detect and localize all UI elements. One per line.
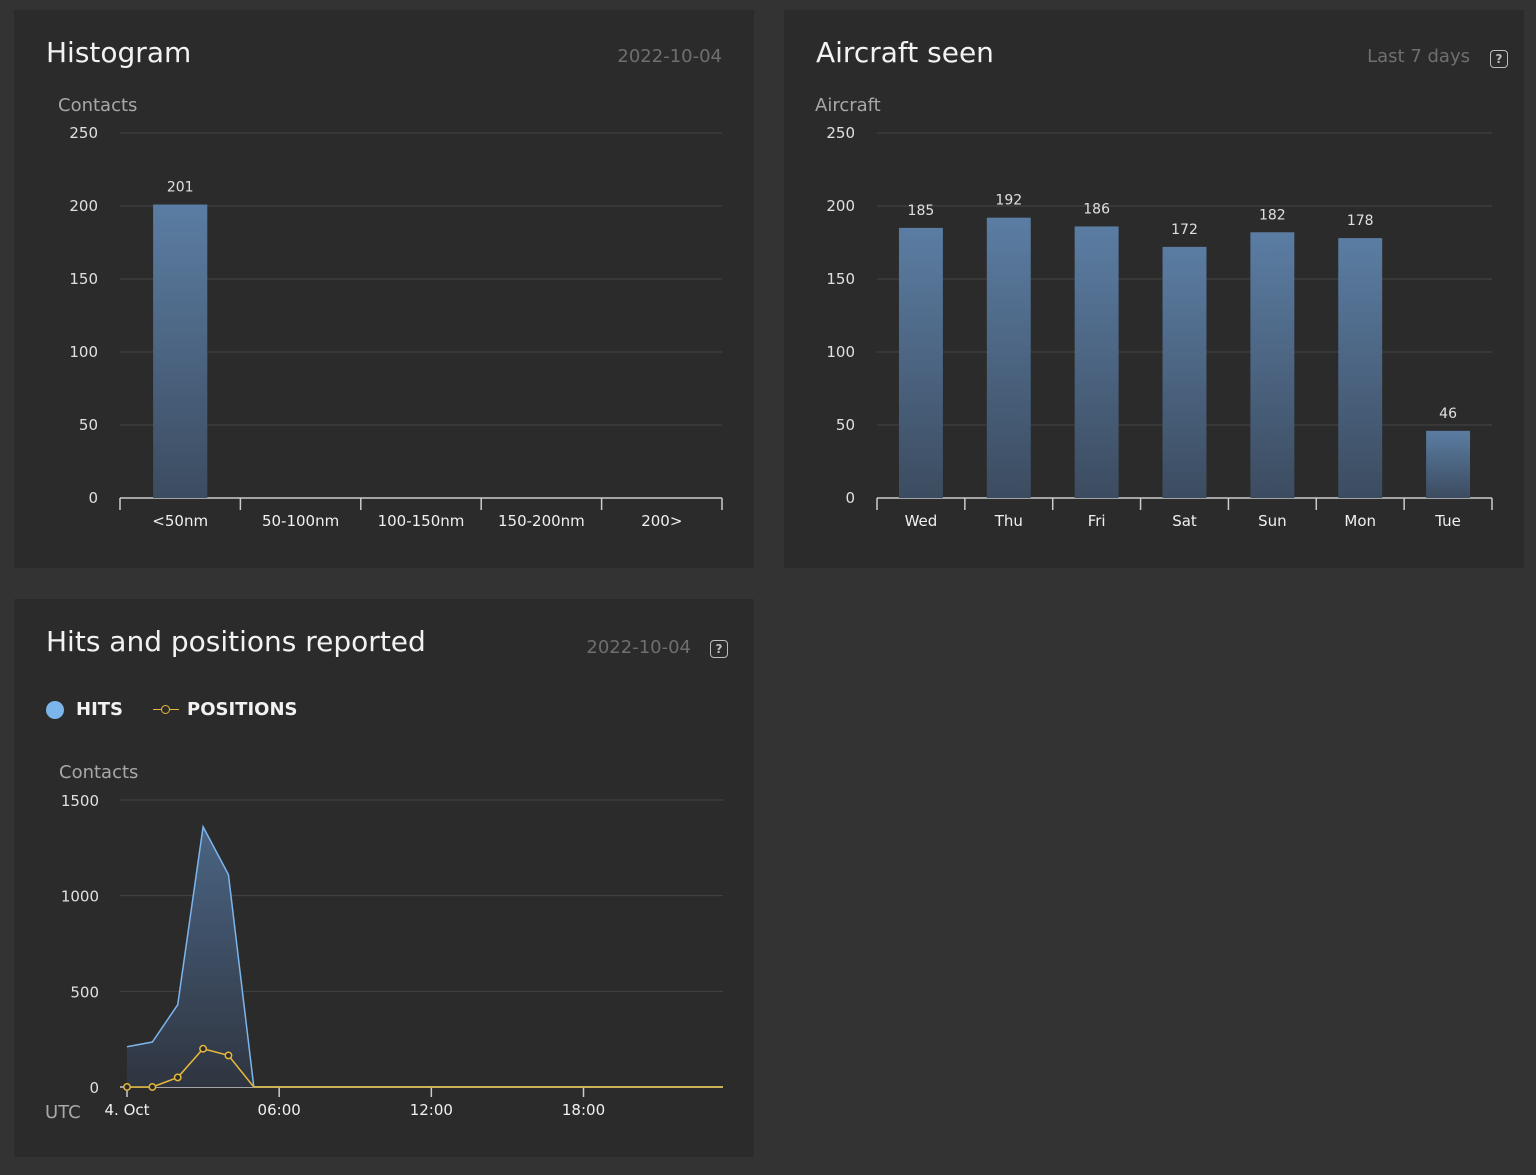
bar	[1426, 430, 1471, 498]
positions-point	[148, 1083, 157, 1091]
y-tick-label: 0	[89, 1079, 99, 1097]
y-tick-label: 0	[845, 489, 855, 507]
bar	[1250, 232, 1295, 498]
y-tick-label: 50	[79, 416, 98, 434]
y-tick-label: 1000	[61, 888, 99, 906]
y-tick-label: 100	[826, 343, 855, 361]
aircraft-seen-panel: Aircraft seen Last 7 days ? Aircraft 0 50 1…	[784, 10, 1524, 568]
bar	[1162, 246, 1207, 498]
data-label: 185	[908, 203, 935, 219]
y-tick-label: 500	[70, 983, 99, 1001]
y-tick-label: 150	[826, 270, 855, 288]
help-icon[interactable]: ?	[1490, 50, 1508, 68]
positions-point	[173, 1073, 182, 1082]
data-label: 201	[167, 180, 194, 196]
x-tick-label: Sat	[1172, 512, 1197, 530]
legend-label-hits: HITS	[76, 699, 124, 720]
data-label: 186	[1083, 201, 1110, 217]
data-label: 192	[995, 193, 1022, 209]
legend-label-positions: POSITIONS	[187, 699, 298, 720]
y-tick-label: 1500	[61, 792, 99, 810]
histogram-panel: Histogram 2022-10-04 Contacts 0 50 100 150 20…	[14, 10, 754, 568]
data-label: 46	[1439, 406, 1457, 422]
x-tick-label: Wed	[905, 512, 938, 530]
hits-positions-title: Hits and positions reported	[46, 625, 426, 658]
y-tick-label: 250	[826, 124, 855, 142]
y-tick-label: 250	[69, 124, 98, 142]
bar	[1338, 238, 1383, 498]
data-label: 172	[1171, 222, 1198, 238]
y-tick-label: 100	[69, 343, 98, 361]
bar	[153, 204, 208, 499]
x-tick-label: 18:00	[562, 1101, 605, 1119]
hits-positions-chart: Contacts 0 500 1000 1500 4. Oct 06:00 12:00 18:0…	[45, 762, 723, 1123]
y-axis-title: Contacts	[58, 95, 137, 116]
x-tick-label: 50-100nm	[262, 512, 339, 530]
y-axis-title: Aircraft	[815, 95, 881, 116]
help-icon[interactable]: ?	[710, 640, 728, 658]
x-tick-label: 06:00	[258, 1101, 301, 1119]
aircraft-seen-title: Aircraft seen	[816, 36, 994, 69]
x-tick-label: 4. Oct	[104, 1101, 149, 1119]
x-tick-label: <50nm	[152, 512, 208, 530]
positions-point	[123, 1083, 131, 1091]
x-tick-label: Mon	[1344, 512, 1376, 530]
x-axis-title: UTC	[45, 1102, 81, 1123]
x-tick-label: Sun	[1258, 512, 1287, 530]
aircraft-range-label: Last 7 days	[1367, 46, 1470, 67]
hits-positions-panel: Hits and positions reported 2022-10-04 ?…	[14, 599, 754, 1157]
y-tick-label: 150	[69, 270, 98, 288]
hits-area	[127, 826, 723, 1087]
histogram-title: Histogram	[46, 36, 192, 69]
legend-item-hits[interactable]: HITS	[46, 699, 123, 720]
y-tick-label: 200	[69, 197, 98, 215]
positions-point	[224, 1051, 233, 1060]
line-marker-icon	[153, 704, 180, 716]
data-label: 178	[1347, 213, 1374, 229]
y-tick-label: 0	[88, 489, 98, 507]
circle-icon	[46, 700, 64, 719]
legend-item-positions[interactable]: POSITIONS	[153, 699, 297, 720]
y-tick-label: 50	[836, 416, 855, 434]
hits-date: 2022-10-04	[586, 637, 691, 658]
bar	[1074, 226, 1119, 498]
histogram-date: 2022-10-04	[617, 46, 722, 67]
x-tick-label: 150-200nm	[498, 512, 585, 530]
chart-legend: HITS POSITIONS	[46, 699, 327, 720]
histogram-chart: Contacts 0 50 100 150 200 250 <50nm 201 50-100nm 1…	[58, 95, 723, 530]
x-tick-label: 100-150nm	[378, 512, 465, 530]
aircraft-seen-chart: Aircraft 0 50 100 150 200 250 Wed 185 Thu 192 Fri 18…	[815, 95, 1493, 530]
x-tick-label: Thu	[994, 512, 1023, 530]
positions-point	[199, 1044, 208, 1053]
x-tick-label: 200>	[641, 512, 682, 530]
y-tick-label: 200	[826, 197, 855, 215]
bar	[986, 217, 1031, 498]
bar	[898, 227, 943, 498]
x-tick-label: Tue	[1434, 512, 1461, 530]
y-axis-title: Contacts	[59, 762, 138, 783]
data-label: 182	[1259, 207, 1286, 223]
x-tick-label: 12:00	[410, 1101, 453, 1119]
x-tick-label: Fri	[1088, 512, 1106, 530]
